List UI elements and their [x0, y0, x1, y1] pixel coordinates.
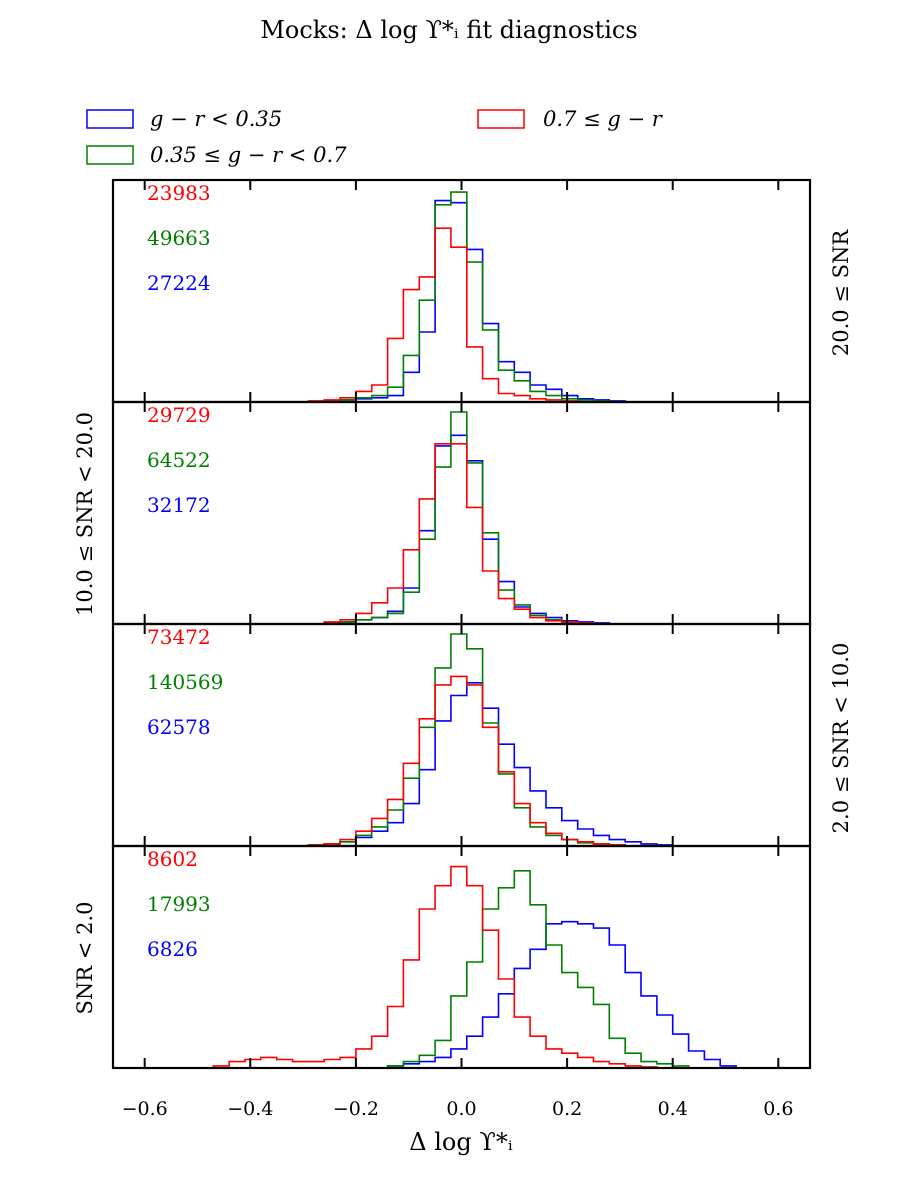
count-label-1-2: 27224 [147, 271, 211, 295]
x-tick-label-5: 0.4 [658, 1098, 688, 1120]
count-label-2-0: 29729 [147, 403, 211, 427]
count-label-4-1: 17993 [147, 892, 211, 916]
legend-swatch-red [477, 109, 525, 129]
legend-swatch-blue [86, 109, 134, 129]
histogram-series-3-red [197, 675, 737, 847]
side-label-snr-2-10: 2.0 ≤ SNR < 10.0 [829, 643, 853, 834]
panel-2: 29729 64522 32172 [111, 400, 812, 626]
panel-1: 23983 49663 27224 [111, 178, 812, 404]
histogram-series-2-red [197, 443, 737, 625]
legend-label-green: 0.35 ≤ g − r < 0.7 [150, 143, 347, 167]
x-tick-label-3: 0.0 [446, 1098, 476, 1120]
x-tick-labels: −0.6 −0.4 −0.2 0.0 0.2 0.4 0.6 [122, 1098, 794, 1120]
x-tick-label-6: 0.6 [763, 1098, 793, 1120]
x-tick-label-0: −0.6 [122, 1098, 168, 1120]
count-label-3-2: 62578 [147, 715, 211, 739]
count-label-4-2: 6826 [147, 937, 198, 961]
count-label-4-0: 8602 [147, 847, 198, 871]
panel-4: 8602 17993 6826 [111, 844, 812, 1070]
count-label-1-0: 23983 [147, 181, 211, 205]
panel-3: 73472 140569 62578 [111, 622, 812, 848]
chart-title: Mocks: Δ log ϒ*ᵢ fit diagnostics [260, 16, 637, 44]
count-label-2-1: 64522 [147, 448, 211, 472]
x-axis-label: Δ log ϒ*ᵢ [409, 1128, 513, 1156]
legend-label-red: 0.7 ≤ g − r [543, 107, 664, 131]
x-tick-label-4: 0.2 [552, 1098, 582, 1120]
x-tick-label-1: −0.4 [227, 1098, 273, 1120]
panels: 23983 49663 27224 29729 64522 32172 73472 14056… [111, 178, 812, 1070]
count-label-3-0: 73472 [147, 625, 211, 649]
count-label-1-1: 49663 [147, 226, 211, 250]
legend: g − r < 0.35 0.7 ≤ g − r 0.35 ≤ g − r < … [86, 107, 664, 167]
side-label-snr-low: SNR < 2.0 [73, 902, 97, 1015]
x-tick-label-2: −0.2 [333, 1098, 379, 1120]
panel-frame-3 [111, 622, 812, 848]
side-label-snr-10-20: 10.0 ≤ SNR < 20.0 [73, 412, 97, 616]
count-label-2-2: 32172 [147, 493, 211, 517]
legend-label-blue: g − r < 0.35 [150, 107, 282, 131]
histogram-series-3-blue [197, 682, 737, 847]
histogram-series-3-green [197, 633, 737, 847]
panel-frame-1 [111, 178, 812, 404]
histogram-series-4-red [197, 865, 737, 1069]
histogram-series-1-red [197, 227, 737, 403]
panel-frame-4 [111, 844, 812, 1070]
count-label-3-1: 140569 [147, 670, 223, 694]
side-label-snr-high: 20.0 ≤ SNR [829, 229, 853, 356]
legend-swatch-green [86, 145, 134, 165]
